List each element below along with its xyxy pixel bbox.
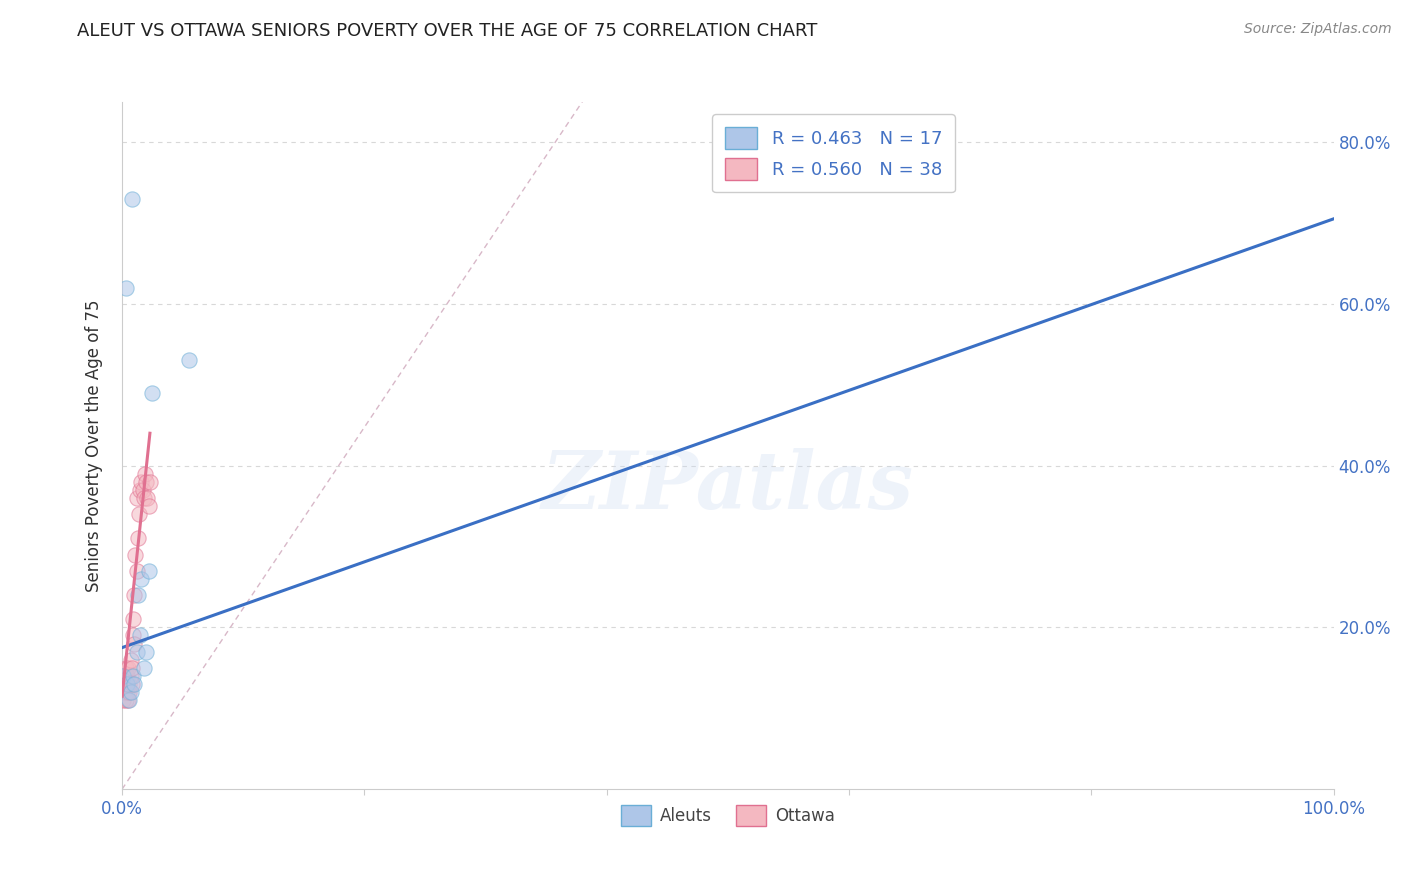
Point xyxy=(121,661,143,675)
Point xyxy=(117,693,139,707)
Point xyxy=(115,685,138,699)
Point xyxy=(131,483,153,497)
Point xyxy=(122,588,145,602)
Text: ZIPatlas: ZIPatlas xyxy=(541,448,914,525)
Point xyxy=(112,677,135,691)
Point xyxy=(128,507,150,521)
Point xyxy=(121,192,143,206)
Point xyxy=(114,677,136,691)
Point xyxy=(114,661,136,675)
Point xyxy=(132,661,155,675)
Point xyxy=(118,685,141,699)
Point xyxy=(129,628,152,642)
Point xyxy=(139,475,162,489)
Point xyxy=(114,693,136,707)
Legend: Aleuts, Ottawa: Aleuts, Ottawa xyxy=(614,799,841,832)
Point xyxy=(122,637,145,651)
Point xyxy=(115,677,138,691)
Point xyxy=(115,669,138,683)
Point xyxy=(114,685,136,699)
Point xyxy=(138,499,160,513)
Point xyxy=(111,685,134,699)
Text: ALEUT VS OTTAWA SENIORS POVERTY OVER THE AGE OF 75 CORRELATION CHART: ALEUT VS OTTAWA SENIORS POVERTY OVER THE… xyxy=(77,22,818,40)
Point xyxy=(122,612,145,626)
Point xyxy=(125,645,148,659)
Point xyxy=(120,653,142,667)
Point xyxy=(112,669,135,683)
Point xyxy=(134,467,156,481)
Point xyxy=(138,564,160,578)
Point xyxy=(118,677,141,691)
Point xyxy=(135,645,157,659)
Point xyxy=(122,628,145,642)
Point xyxy=(129,483,152,497)
Point xyxy=(114,280,136,294)
Point xyxy=(120,669,142,683)
Point xyxy=(136,491,159,505)
Point xyxy=(127,588,149,602)
Point xyxy=(141,385,163,400)
Point xyxy=(115,677,138,691)
Point xyxy=(127,532,149,546)
Point xyxy=(135,475,157,489)
Point xyxy=(118,693,141,707)
Point xyxy=(125,491,148,505)
Point xyxy=(120,685,142,699)
Point xyxy=(131,572,153,586)
Point xyxy=(122,677,145,691)
Point xyxy=(112,693,135,707)
Point xyxy=(122,669,145,683)
Point xyxy=(177,353,200,368)
Point xyxy=(121,677,143,691)
Point xyxy=(132,491,155,505)
Point xyxy=(114,669,136,683)
Point xyxy=(131,475,153,489)
Text: Source: ZipAtlas.com: Source: ZipAtlas.com xyxy=(1244,22,1392,37)
Point xyxy=(111,669,134,683)
Point xyxy=(125,564,148,578)
Y-axis label: Seniors Poverty Over the Age of 75: Seniors Poverty Over the Age of 75 xyxy=(86,299,103,591)
Point xyxy=(124,548,146,562)
Point xyxy=(117,661,139,675)
